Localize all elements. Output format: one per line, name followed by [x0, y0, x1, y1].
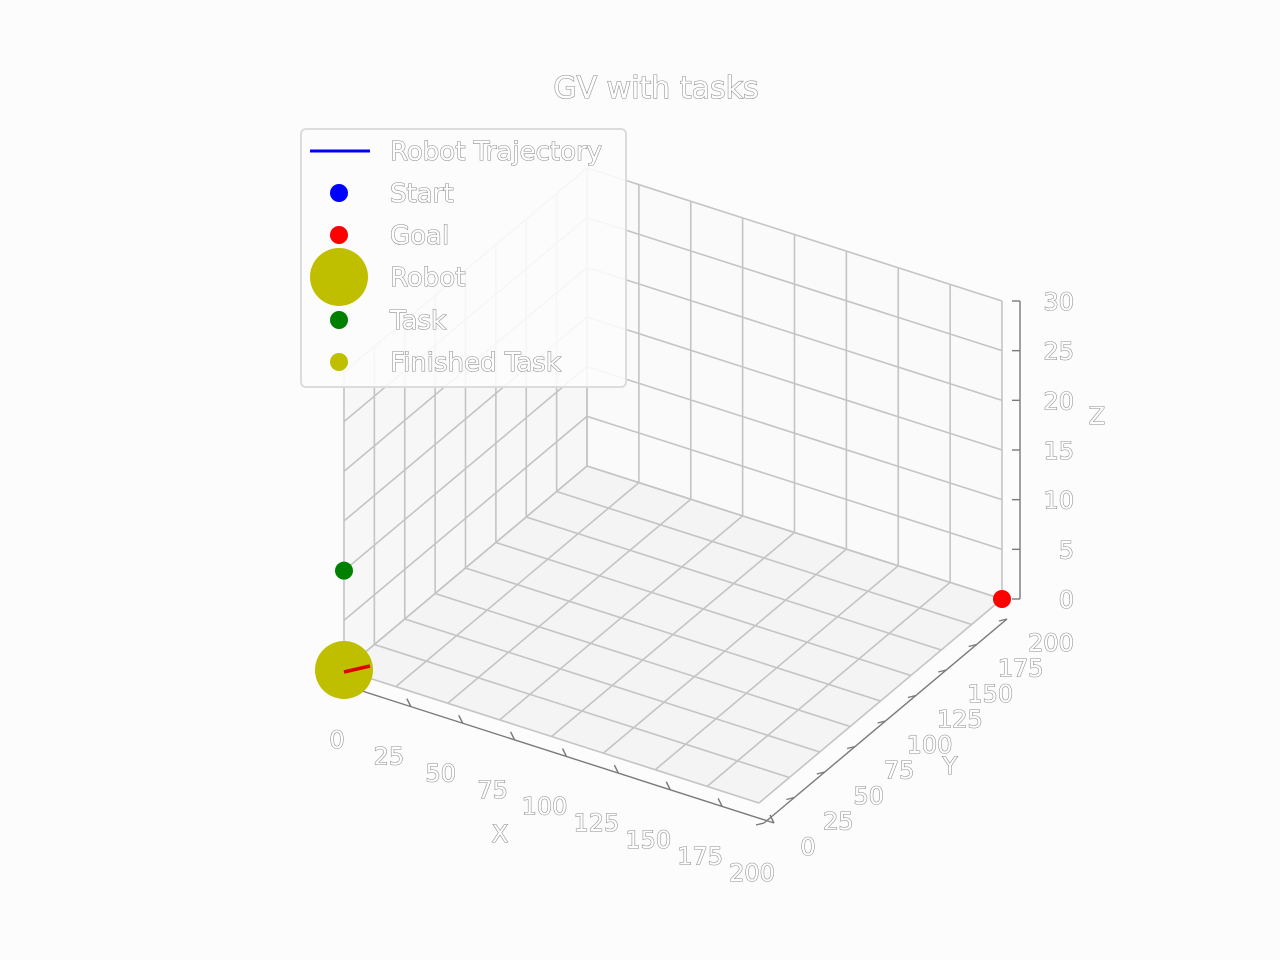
point-robot [315, 641, 373, 699]
legend-frame [300, 128, 627, 388]
x-tick-label: 25 [374, 743, 405, 771]
legend-dot-swatch [310, 248, 368, 306]
y-tick-label: 25 [823, 808, 854, 836]
y-tick-label: 150 [967, 680, 1013, 708]
z-tick-label: 0 [1059, 586, 1074, 614]
legend-label: Robot Trajectory [390, 137, 602, 167]
z-tick-label: 5 [1059, 536, 1074, 564]
legend-label: Task [389, 306, 446, 336]
y-tick-mark [998, 618, 1008, 622]
x-tick-mark [406, 698, 412, 707]
legend-label: Start [390, 179, 454, 209]
x-tick-mark [717, 798, 723, 807]
y-axis-label: Y [942, 752, 958, 780]
tick-labels: 0255075100125150175200025507510012515017… [329, 287, 1075, 887]
y-tick-mark [968, 643, 977, 648]
y-tick-mark [907, 694, 917, 699]
data-marks [315, 561, 1011, 699]
x-tick-label: 100 [522, 793, 568, 821]
z-tick-label: 30 [1043, 288, 1074, 316]
grid-line-z [343, 465, 1003, 671]
y-tick-label: 100 [907, 731, 953, 759]
y-tick-mark [786, 796, 795, 801]
x-tick-label: 150 [625, 826, 671, 854]
x-tick-mark [509, 731, 516, 741]
y-tick-label: 75 [884, 757, 915, 785]
z-tick-label: 20 [1043, 387, 1074, 415]
y-tick-mark [816, 771, 825, 775]
z-tick-label: 10 [1043, 487, 1074, 515]
y-tick-mark [938, 669, 947, 673]
y-tick-label: 175 [998, 655, 1044, 683]
y-tick-mark [877, 720, 886, 724]
legend: Robot Trajectory Start Goal Robot Task Finish… [300, 128, 627, 388]
z-tick-label: 15 [1043, 437, 1074, 465]
y-tick-label: 0 [800, 833, 815, 861]
z-tick-label: 25 [1043, 338, 1074, 366]
robot-heading-line [343, 664, 371, 674]
x-tick-mark [665, 781, 671, 791]
x-tick-label: 75 [477, 776, 508, 804]
x-axis-label: X [492, 820, 508, 848]
grid-line-z [343, 415, 1003, 621]
x-tick-mark [769, 814, 775, 824]
point-task [335, 561, 353, 580]
x-tick-label: 0 [329, 726, 344, 754]
chart-title: GV with tasks [553, 71, 758, 106]
y-tick-label: 50 [853, 782, 884, 810]
x-tick-mark [613, 764, 620, 774]
legend-dot-swatch [330, 311, 348, 329]
legend-dot-swatch [330, 184, 348, 202]
y-tick-mark [755, 822, 765, 826]
x-tick-mark [561, 748, 568, 757]
y-tick-label: 125 [937, 706, 983, 734]
x-tick-mark [458, 714, 464, 724]
x-tick-label: 200 [729, 859, 775, 887]
legend-label: Robot [390, 263, 465, 293]
legend-dot-swatch [330, 226, 348, 244]
x-tick-label: 175 [677, 842, 723, 870]
legend-label: Goal [390, 221, 449, 251]
y-tick-mark [846, 745, 856, 750]
x-tick-label: 125 [573, 809, 619, 837]
x-tick-label: 50 [425, 759, 456, 787]
z-axis-label: Z [1089, 402, 1105, 430]
legend-dot-swatch [330, 353, 348, 371]
y-tick-label: 200 [1028, 629, 1074, 657]
legend-label: Finished Task [390, 348, 561, 378]
point-goal [993, 590, 1011, 608]
